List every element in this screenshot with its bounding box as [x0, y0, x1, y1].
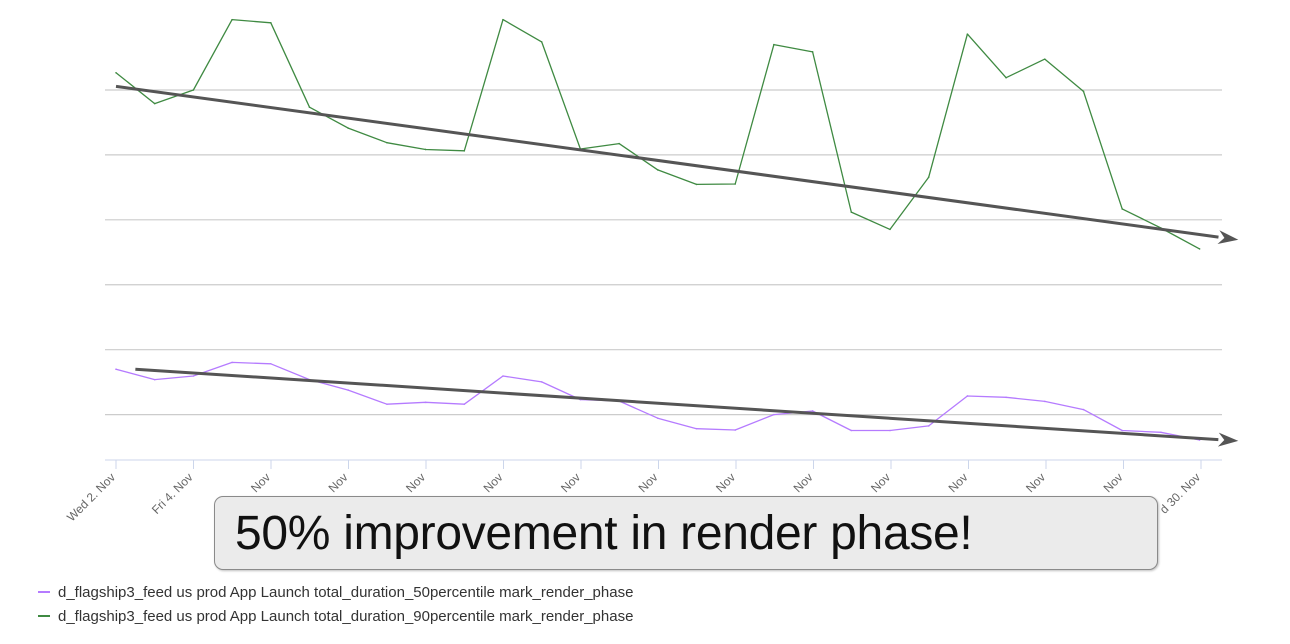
- series-0-point: [966, 395, 969, 397]
- series-1-point: [1082, 90, 1085, 93]
- series-1-point: [850, 211, 853, 213]
- annotation-callout: 50% improvement in render phase!: [214, 496, 1158, 570]
- series-0-point: [1121, 429, 1123, 432]
- trend-arrow-head-1: [1217, 432, 1239, 447]
- legend-swatch-50percentile: [38, 591, 50, 593]
- trend-arrow-head-0: [1217, 230, 1239, 244]
- x-tick-label: Nov: [713, 470, 738, 495]
- series-0-point: [270, 362, 272, 365]
- series-0-point: [1044, 400, 1046, 403]
- series-1-point: [463, 150, 466, 152]
- series-0-point: [502, 375, 504, 377]
- series-0-point: [231, 361, 233, 364]
- trend-arrow-line-1: [135, 367, 1219, 442]
- series-1-point: [270, 21, 272, 24]
- series-1-point: [927, 176, 930, 178]
- series-1-point: [618, 142, 620, 145]
- series-1-point: [811, 51, 814, 53]
- x-tick-label: Nov: [558, 470, 583, 495]
- series-0-point: [734, 429, 736, 431]
- series-1-point: [889, 228, 891, 231]
- series-0-point: [153, 378, 156, 381]
- trend-arrow-line-0: [115, 84, 1219, 239]
- x-tick-label: Nov: [1101, 470, 1126, 495]
- x-tick-label: Nov: [326, 470, 351, 495]
- series-0-point: [695, 427, 698, 430]
- series-1-point: [1005, 76, 1007, 79]
- series-0-point: [347, 389, 350, 391]
- x-tick-label: Wed 2. Nov: [64, 470, 118, 524]
- series-0-point: [811, 410, 814, 412]
- series-1-point: [540, 41, 543, 43]
- series-1-point: [115, 71, 117, 74]
- series-1-point: [966, 33, 969, 35]
- series-line-1[interactable]: [115, 18, 1200, 250]
- legend-item-90percentile[interactable]: d_flagship3_feed us prod App Launch tota…: [38, 604, 633, 628]
- series-0-point: [540, 381, 543, 383]
- series-0-point: [1005, 396, 1007, 399]
- series-1-point: [347, 127, 350, 129]
- series-1-point: [424, 148, 427, 151]
- grid-lines: [105, 89, 1222, 416]
- trend-arrows: [115, 84, 1239, 447]
- x-tick-label: Nov: [636, 470, 661, 495]
- annotation-text: 50% improvement in render phase!: [235, 506, 973, 560]
- series-1-point: [308, 106, 311, 109]
- series-group: [115, 18, 1201, 441]
- legend-label-90percentile: d_flagship3_feed us prod App Launch tota…: [58, 607, 634, 625]
- series-0-point: [424, 401, 427, 404]
- series-1-point: [734, 183, 736, 185]
- series-0-point: [850, 429, 853, 432]
- series-0-point: [386, 403, 388, 405]
- series-0-point: [192, 375, 195, 377]
- series-0-point: [889, 429, 891, 432]
- x-tick-label: Nov: [248, 470, 273, 495]
- x-tick-label: Nov: [868, 470, 893, 495]
- x-tick-label: d 30. Nov: [1157, 470, 1203, 516]
- series-1-point: [386, 141, 388, 144]
- legend-item-50percentile[interactable]: d_flagship3_feed us prod App Launch tota…: [38, 580, 633, 604]
- x-tick-label: Fri 4. Nov: [149, 470, 196, 517]
- series-0-point: [463, 403, 466, 405]
- series-0-point: [1082, 408, 1085, 411]
- x-tick-label: Nov: [403, 470, 428, 495]
- series-1-point: [695, 183, 698, 186]
- series-1-point: [1121, 208, 1123, 210]
- series-0-point: [115, 368, 117, 371]
- series-1-point: [153, 102, 156, 105]
- legend-swatch-90percentile: [38, 615, 50, 617]
- x-tick-label: Nov: [481, 470, 506, 495]
- series-0-point: [927, 425, 930, 427]
- series-0-point: [1160, 431, 1162, 434]
- series-0-point: [773, 413, 775, 416]
- series-0-point: [657, 417, 659, 420]
- series-1-point: [231, 18, 233, 21]
- x-tick-label: Nov: [1023, 470, 1048, 495]
- x-tick-label: Nov: [791, 470, 816, 495]
- series-1-point: [1198, 248, 1201, 250]
- series-1-point: [773, 43, 775, 46]
- x-tick-label: Nov: [946, 470, 971, 495]
- series-1-point: [1044, 58, 1046, 60]
- series-1-point: [502, 18, 504, 21]
- legend: d_flagship3_feed us prod App Launch tota…: [38, 580, 633, 628]
- series-1-point: [192, 89, 195, 91]
- series-1-point: [657, 169, 659, 171]
- legend-label-50percentile: d_flagship3_feed us prod App Launch tota…: [58, 583, 634, 601]
